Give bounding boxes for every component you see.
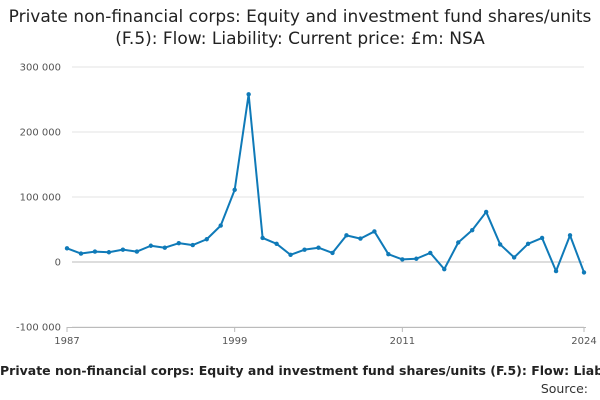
x-tick-label: 2024 [571,336,596,347]
y-tick-label: 0 [55,258,61,269]
series-line [66,93,585,273]
data-point[interactable] [176,240,181,246]
data-point[interactable] [483,209,489,215]
data-point[interactable] [78,251,84,256]
data-point[interactable] [539,235,545,241]
data-point[interactable] [246,92,251,97]
data-point[interactable] [134,249,140,254]
x-tick-label: 1987 [54,336,79,347]
data-point[interactable] [218,223,223,228]
y-tick-label: 100 000 [20,193,61,204]
data-point[interactable] [511,255,517,260]
data-point[interactable] [274,241,279,246]
data-point[interactable] [302,247,307,252]
data-point[interactable] [358,236,363,241]
y-tick-label: -100 000 [16,323,61,334]
data-point[interactable] [497,242,503,247]
gridlines [72,66,584,328]
data-point[interactable] [428,250,433,256]
chart-title: Private non-financial corps: Equity and … [8,7,592,49]
data-point[interactable] [330,250,335,256]
data-point[interactable] [316,245,321,250]
data-point[interactable] [162,245,168,250]
data-point[interactable] [567,233,573,238]
data-point[interactable] [400,257,405,262]
data-points [64,92,587,275]
data-point[interactable] [456,240,461,245]
data-point[interactable] [106,250,112,255]
data-point[interactable] [470,227,475,233]
data-point[interactable] [204,237,209,242]
data-point[interactable] [525,241,531,246]
data-point[interactable] [386,252,391,257]
x-tick-label: 1999 [222,336,247,347]
data-point[interactable] [372,229,377,234]
series-line-group [66,93,585,273]
data-point[interactable] [344,233,349,238]
data-point[interactable] [442,266,447,272]
y-tick-label: 300 000 [20,63,61,74]
data-point[interactable] [148,243,154,248]
data-point[interactable] [120,247,126,252]
data-point[interactable] [64,246,70,251]
data-point[interactable] [553,268,559,274]
y-tick-label: 200 000 [20,128,61,139]
data-point[interactable] [260,235,265,241]
data-point[interactable] [92,249,98,254]
chart-caption: Private non-financial corps: Equity and … [0,363,600,378]
source-label: Source: [540,381,588,396]
data-point[interactable] [581,270,587,275]
data-point[interactable] [232,187,237,193]
x-tick-label: 2011 [390,336,415,347]
data-point[interactable] [414,256,419,261]
data-point[interactable] [190,242,195,248]
axes: 300 000 200 000 100 000 0 -100 000 1987 1999 20… [16,63,597,348]
data-point[interactable] [288,252,293,258]
